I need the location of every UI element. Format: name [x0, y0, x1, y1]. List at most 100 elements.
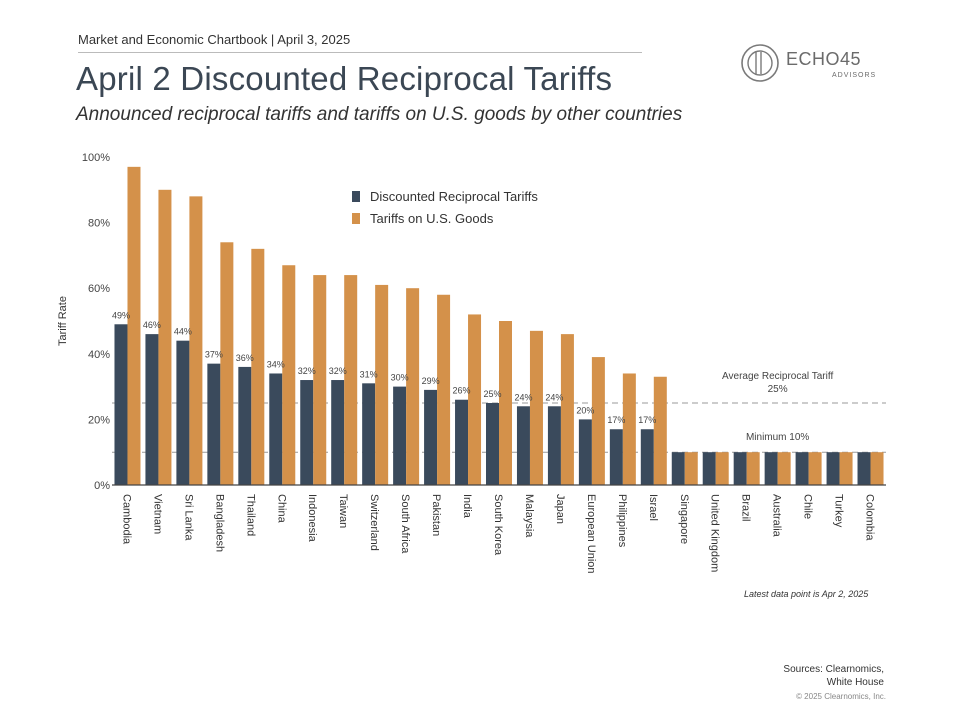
bar-reciprocal-tariff — [516, 406, 530, 485]
echo45-logo-icon — [741, 44, 779, 82]
bar-tariff-on-us-goods — [529, 330, 543, 485]
data-label: 24% — [545, 392, 563, 402]
x-category-label: Colombia — [864, 494, 876, 541]
y-tick-label: 40% — [88, 349, 110, 361]
bar-tariff-on-us-goods — [591, 357, 605, 485]
data-label: 31% — [360, 369, 378, 379]
data-label: 49% — [112, 310, 130, 320]
data-label: 30% — [391, 373, 409, 383]
x-category-label: Bangladesh — [213, 494, 225, 552]
bar-reciprocal-tariff — [393, 386, 407, 485]
bar-tariff-on-us-goods — [313, 275, 327, 485]
data-label: 37% — [205, 350, 223, 360]
y-tick-label: 100% — [82, 152, 110, 164]
data-label: 25% — [483, 389, 501, 399]
x-category-label: Chile — [802, 494, 814, 519]
y-axis-title: Tariff Rate — [57, 296, 69, 346]
data-label: 36% — [236, 353, 254, 363]
x-category-label: European Union — [585, 494, 597, 574]
reference-line-label: Average Reciprocal Tariff — [722, 371, 833, 382]
x-category-label: Thailand — [244, 494, 256, 536]
x-category-label: Vietnam — [151, 494, 163, 534]
x-category-label: Israel — [647, 494, 659, 521]
copyright: © 2025 Clearnomics, Inc. — [796, 692, 886, 701]
bar-tariff-on-us-goods — [746, 452, 760, 485]
x-category-label: Pakistan — [430, 494, 442, 536]
bar-tariff-on-us-goods — [653, 376, 667, 485]
bar-reciprocal-tariff — [424, 389, 438, 485]
x-category-label: Turkey — [833, 494, 845, 528]
legend-label: Discounted Reciprocal Tariffs — [370, 189, 538, 204]
sources-line-1: Sources: Clearnomics, — [783, 664, 884, 675]
chart-title: April 2 Discounted Reciprocal Tariffs — [76, 60, 613, 97]
bar-reciprocal-tariff — [331, 380, 345, 485]
logo-subtext: ADVISORS — [832, 72, 877, 79]
bar-tariff-on-us-goods — [560, 334, 574, 485]
bar-reciprocal-tariff — [238, 366, 252, 485]
bar-reciprocal-tariff — [826, 452, 840, 485]
x-category-label: Indonesia — [306, 494, 318, 543]
data-label: 29% — [422, 376, 440, 386]
data-label: 32% — [329, 366, 347, 376]
bar-tariff-on-us-goods — [158, 189, 172, 486]
x-category-label: Sri Lanka — [182, 494, 194, 541]
bar-tariff-on-us-goods — [282, 265, 296, 485]
bar-reciprocal-tariff — [207, 363, 221, 485]
bar-reciprocal-tariff — [733, 452, 747, 485]
logo-wordmark: ECHO45 — [786, 49, 862, 69]
bar-reciprocal-tariff — [455, 399, 469, 485]
x-category-label: Brazil — [740, 494, 752, 522]
legend-swatch — [352, 191, 360, 202]
bar-reciprocal-tariff — [300, 380, 314, 485]
bar-tariff-on-us-goods — [251, 248, 265, 485]
bar-tariff-on-us-goods — [499, 321, 512, 485]
x-category-label: South Africa — [399, 494, 411, 554]
bar-reciprocal-tariff — [671, 452, 685, 485]
bar-tariff-on-us-goods — [437, 294, 451, 485]
x-category-label: Japan — [554, 494, 566, 524]
bar-reciprocal-tariff — [145, 334, 159, 485]
y-tick-label: 80% — [88, 218, 110, 230]
bar-tariff-on-us-goods — [622, 373, 636, 485]
bar-reciprocal-tariff — [362, 383, 376, 485]
bar-reciprocal-tariff — [578, 419, 592, 485]
x-category-label: Switzerland — [368, 494, 380, 551]
bar-tariff-on-us-goods — [220, 242, 234, 485]
x-category-label: China — [275, 494, 287, 524]
y-tick-label: 60% — [88, 283, 110, 295]
bar-tariff-on-us-goods — [715, 452, 729, 485]
x-category-label: Philippines — [616, 494, 628, 548]
chartbook-header: Market and Economic Chartbook | April 3,… — [78, 32, 351, 47]
x-category-label: India — [461, 494, 473, 519]
x-category-label: Singapore — [678, 494, 690, 544]
sources: Sources: Clearnomics, White House — [783, 663, 884, 689]
y-tick-label: 0% — [94, 480, 110, 492]
data-label: 17% — [607, 415, 625, 425]
bar-tariff-on-us-goods — [839, 452, 853, 485]
data-label: 20% — [576, 405, 594, 415]
bar-reciprocal-tariff — [269, 373, 283, 485]
bar-tariff-on-us-goods — [468, 314, 482, 485]
chart-subtitle: Announced reciprocal tariffs and tariffs… — [76, 104, 683, 125]
bar-tariff-on-us-goods — [777, 452, 791, 485]
data-label: 46% — [143, 320, 161, 330]
legend-label: Tariffs on U.S. Goods — [370, 211, 494, 226]
x-category-label: Australia — [771, 494, 783, 538]
bar-tariff-on-us-goods — [684, 452, 698, 485]
bar-reciprocal-tariff — [702, 452, 716, 485]
bar-reciprocal-tariff — [486, 403, 499, 485]
data-label: 26% — [453, 386, 471, 396]
x-category-label: Cambodia — [120, 494, 132, 545]
bar-reciprocal-tariff — [640, 429, 654, 485]
data-label: 24% — [514, 392, 532, 402]
bar-tariff-on-us-goods — [808, 452, 822, 485]
bar-tariff-on-us-goods — [189, 196, 203, 486]
y-tick-label: 20% — [88, 414, 110, 426]
bar-reciprocal-tariff — [176, 340, 190, 485]
bar-reciprocal-tariff — [547, 406, 561, 485]
bar-tariff-on-us-goods — [344, 275, 358, 485]
reference-line-sublabel: 25% — [768, 384, 788, 395]
bar-tariff-on-us-goods — [406, 288, 420, 485]
echo45-logo: ECHO45 ADVISORS — [740, 42, 880, 84]
